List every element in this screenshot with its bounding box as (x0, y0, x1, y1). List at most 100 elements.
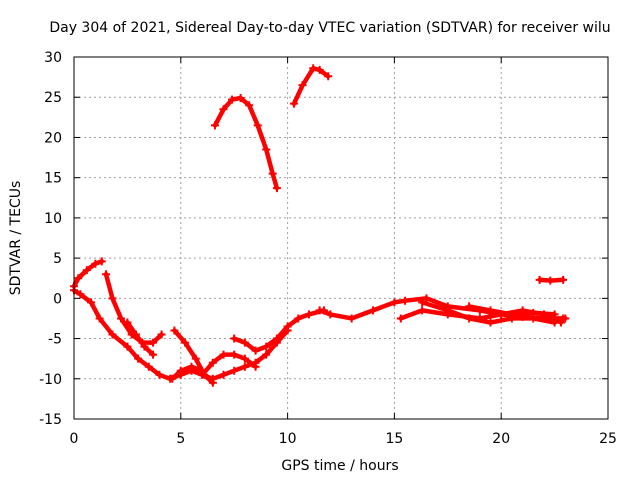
data-point (230, 366, 239, 375)
data-point (251, 362, 260, 371)
data-point (486, 306, 495, 315)
y-axis-ticks: -15 -10 -5 0 5 10 15 20 25 30 (39, 50, 608, 428)
x-axis-ticks: 0 5 10 15 20 25 (70, 57, 617, 447)
data-point (208, 358, 217, 367)
data-point (309, 64, 318, 73)
data-point (418, 298, 427, 307)
x-tick-label: 25 (599, 431, 617, 447)
data-point (240, 362, 249, 371)
data-point (418, 306, 427, 315)
data-point (550, 310, 559, 319)
data-point (245, 101, 254, 110)
data-point (268, 169, 277, 178)
data-point (230, 350, 239, 359)
data-point (108, 330, 117, 339)
data-point (240, 338, 249, 347)
data-point (294, 314, 303, 323)
series-track-g (199, 352, 258, 378)
data-point (465, 314, 474, 323)
data-point (176, 366, 185, 375)
x-tick-label: 5 (176, 431, 185, 447)
data-point (219, 350, 228, 359)
data-point (262, 145, 271, 154)
data-point (507, 310, 516, 319)
data-point (324, 72, 333, 81)
series-track-d (125, 320, 156, 357)
data-point (326, 310, 335, 319)
data-point (134, 354, 143, 363)
data-point (290, 99, 299, 108)
data-point (168, 374, 177, 383)
data-point (347, 314, 356, 323)
data-point (443, 306, 452, 315)
data-point (401, 296, 410, 305)
y-tick-label: 30 (44, 50, 62, 66)
data-point (272, 184, 281, 193)
x-tick-label: 0 (70, 431, 79, 447)
data-point (236, 94, 245, 103)
data-point (262, 350, 271, 359)
data-point (315, 65, 324, 74)
data-point (298, 81, 307, 90)
y-tick-label: 15 (44, 171, 62, 187)
data-point (87, 298, 96, 307)
data-point (240, 354, 249, 363)
data-point (550, 318, 559, 327)
x-axis-label: GPS time / hours (281, 458, 398, 474)
data-point (219, 370, 228, 379)
data-point (157, 330, 166, 339)
data-point (131, 330, 140, 339)
data-point (191, 354, 200, 363)
data-point (369, 306, 378, 315)
series-track-f (170, 364, 205, 382)
y-tick-label: 0 (53, 291, 62, 307)
data-point (74, 274, 83, 283)
data-point (155, 370, 164, 379)
data-point (396, 314, 405, 323)
data-point (465, 302, 474, 311)
data-point (390, 298, 399, 307)
x-tick-label: 10 (279, 431, 297, 447)
data-point (208, 378, 217, 387)
data-point (272, 334, 281, 343)
data-point (149, 338, 158, 347)
data-point (76, 290, 85, 299)
data-point (108, 294, 117, 303)
y-axis-label: SDTVAR / TECUs (8, 181, 24, 296)
data-point (228, 95, 237, 104)
chart-title: Day 304 of 2021, Sidereal Day-to-day VTE… (49, 20, 610, 36)
data-point (422, 294, 431, 303)
plot-frame (73, 56, 609, 420)
data-point (149, 350, 158, 359)
data-point (262, 342, 271, 351)
data-point (123, 318, 132, 327)
data-point (187, 362, 196, 371)
data-point (283, 322, 292, 331)
x-tick-label: 20 (492, 431, 510, 447)
y-tick-label: 25 (44, 90, 62, 106)
data-point (535, 275, 544, 284)
y-tick-label: -15 (39, 412, 62, 428)
data-point (140, 342, 149, 351)
y-tick-label: -10 (39, 372, 62, 388)
data-point (210, 121, 219, 130)
data-point (170, 326, 179, 335)
series-track-h (231, 308, 327, 353)
grid (74, 57, 608, 419)
data-point (123, 342, 132, 351)
y-tick-label: -5 (48, 332, 62, 348)
y-tick-label: 5 (53, 251, 62, 267)
data-point (144, 362, 153, 371)
data-point (97, 257, 106, 266)
data-point (304, 310, 313, 319)
data-point (546, 276, 555, 285)
data-point (219, 105, 228, 114)
data-point (91, 259, 100, 268)
data-point (95, 314, 104, 323)
data-point (82, 266, 91, 275)
y-tick-label: 20 (44, 130, 62, 146)
x-tick-label: 15 (385, 431, 403, 447)
data-point (253, 121, 262, 130)
data-point (559, 275, 568, 284)
